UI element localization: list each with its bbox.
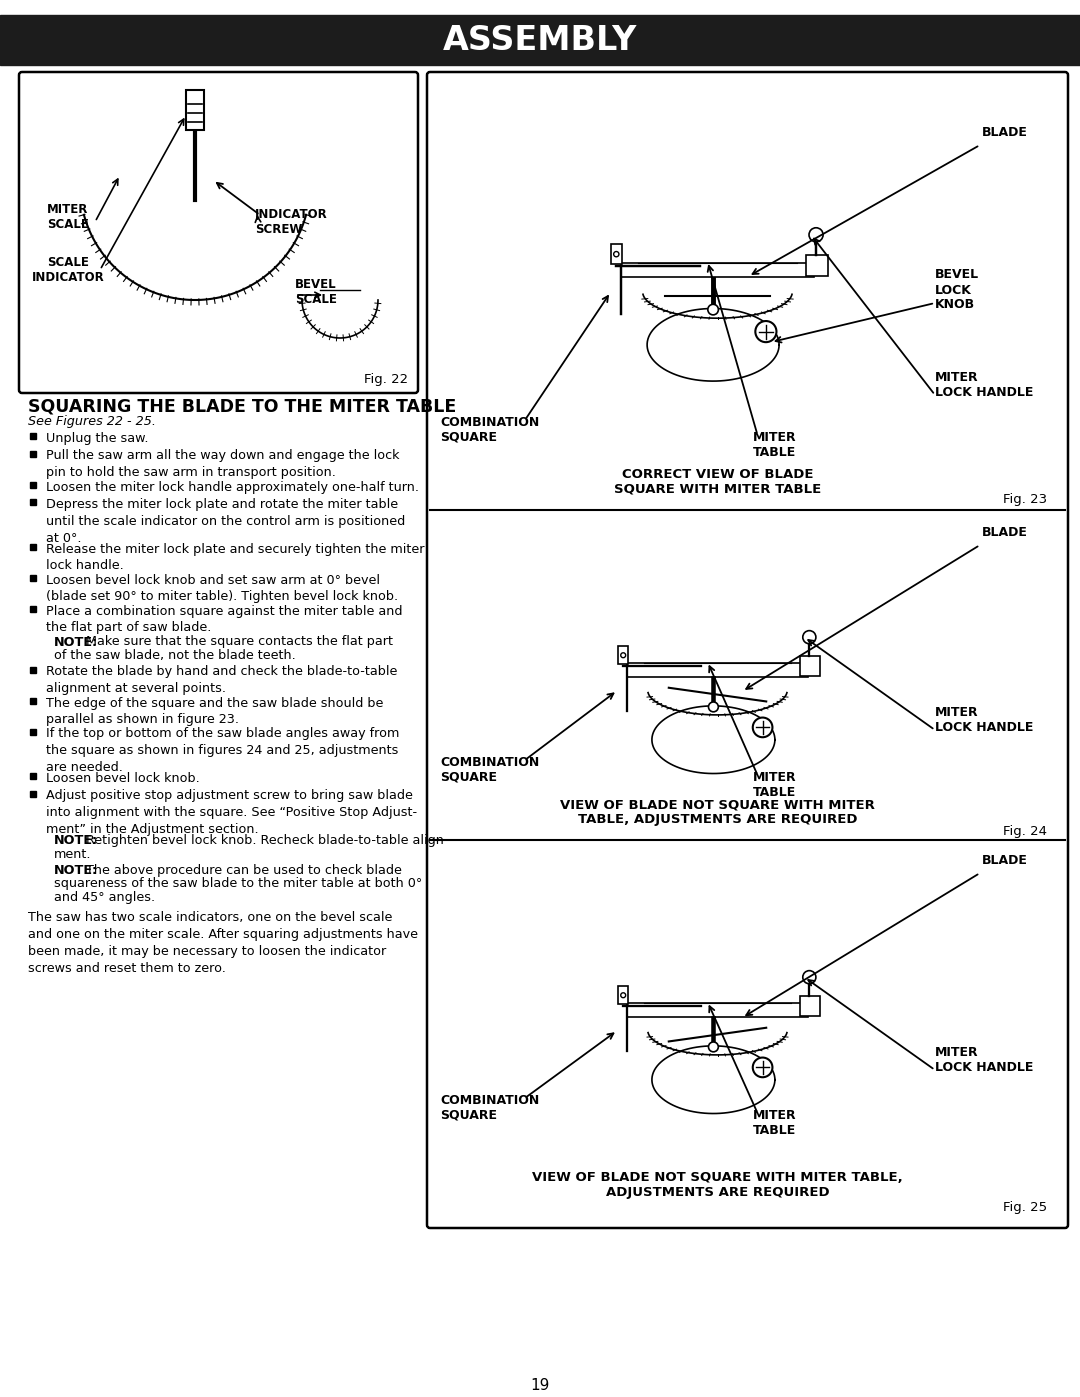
Bar [621, 263, 814, 277]
Text: SCALE
INDICATOR: SCALE INDICATOR [31, 256, 105, 284]
Text: squareness of the saw blade to the miter table at both 0°: squareness of the saw blade to the miter… [54, 877, 422, 890]
Text: See Figures 22 - 25.: See Figures 22 - 25. [28, 415, 156, 427]
Text: ASSEMBLY: ASSEMBLY [443, 24, 637, 56]
Text: Unplug the saw.: Unplug the saw. [46, 432, 149, 446]
Text: COMBINATION
SQUARE: COMBINATION SQUARE [440, 1094, 539, 1122]
Circle shape [753, 718, 772, 738]
Circle shape [707, 305, 718, 314]
Bar [30, 666, 36, 672]
Text: BLADE: BLADE [982, 854, 1028, 866]
Bar [627, 1003, 808, 1017]
Text: Rotate the blade by hand and check the blade-to-table
alignment at several point: Rotate the blade by hand and check the b… [46, 665, 397, 696]
FancyBboxPatch shape [427, 73, 1068, 1228]
Text: Fig. 23: Fig. 23 [1003, 493, 1047, 506]
Text: CORRECT VIEW OF BLADE
SQUARE WITH MITER TABLE: CORRECT VIEW OF BLADE SQUARE WITH MITER … [613, 468, 821, 496]
Bar [30, 482, 36, 488]
Circle shape [621, 652, 625, 658]
Bar [30, 433, 36, 439]
Text: 19: 19 [530, 1377, 550, 1393]
Text: If the top or bottom of the saw blade angles away from
the square as shown in fi: If the top or bottom of the saw blade an… [46, 728, 400, 774]
Text: Fig. 24: Fig. 24 [1003, 824, 1047, 837]
Bar [30, 605, 36, 612]
Text: MITER
LOCK HANDLE: MITER LOCK HANDLE [935, 1046, 1034, 1074]
Bar [799, 657, 820, 676]
Text: VIEW OF BLADE NOT SQUARE WITH MITER
TABLE, ADJUSTMENTS ARE REQUIRED: VIEW OF BLADE NOT SQUARE WITH MITER TABL… [561, 798, 875, 826]
Text: The above procedure can be used to check blade: The above procedure can be used to check… [81, 863, 402, 877]
Bar [611, 244, 622, 264]
Text: MITER
LOCK HANDLE: MITER LOCK HANDLE [935, 705, 1034, 733]
Circle shape [802, 630, 815, 644]
Text: Fig. 22: Fig. 22 [364, 373, 408, 387]
Bar [618, 986, 629, 1004]
Text: Retighten bevel lock knob. Recheck blade-to-table align-: Retighten bevel lock knob. Recheck blade… [81, 834, 448, 847]
Text: COMBINATION
SQUARE: COMBINATION SQUARE [440, 756, 539, 784]
Text: BEVEL
LOCK
KNOB: BEVEL LOCK KNOB [935, 268, 980, 312]
Text: Loosen the miter lock handle approximately one-half turn.: Loosen the miter lock handle approximate… [46, 481, 419, 493]
Text: MITER
TABLE: MITER TABLE [753, 771, 796, 799]
Text: MITER
SCALE: MITER SCALE [48, 203, 89, 231]
Bar [627, 664, 808, 676]
Bar [30, 450, 36, 457]
Text: and 45° angles.: and 45° angles. [54, 891, 156, 904]
Bar [30, 773, 36, 780]
Text: The edge of the square and the saw blade should be
parallel as shown in figure 2: The edge of the square and the saw blade… [46, 697, 383, 726]
Text: Loosen bevel lock knob.: Loosen bevel lock knob. [46, 773, 200, 785]
Text: Place a combination square against the miter table and
the flat part of saw blad: Place a combination square against the m… [46, 605, 403, 634]
Bar [0, 15, 1080, 66]
Bar [806, 256, 827, 277]
Bar [799, 996, 820, 1016]
Circle shape [809, 228, 823, 242]
Circle shape [621, 993, 625, 997]
Text: INDICATOR
SCREW: INDICATOR SCREW [255, 208, 327, 236]
Text: of the saw blade, not the blade teeth.: of the saw blade, not the blade teeth. [54, 650, 296, 662]
Bar [186, 89, 204, 130]
Text: Release the miter lock plate and securely tighten the miter
lock handle.: Release the miter lock plate and securel… [46, 542, 424, 573]
Bar [30, 499, 36, 504]
FancyBboxPatch shape [19, 73, 418, 393]
Bar [30, 697, 36, 704]
Circle shape [613, 251, 619, 257]
Text: BLADE: BLADE [982, 127, 1028, 140]
Text: MITER
TABLE: MITER TABLE [753, 1109, 796, 1137]
Text: MITER
LOCK HANDLE: MITER LOCK HANDLE [935, 372, 1034, 400]
Circle shape [708, 1042, 718, 1052]
Circle shape [802, 971, 815, 983]
Text: BEVEL
SCALE: BEVEL SCALE [295, 278, 337, 306]
Bar [30, 574, 36, 581]
Text: SQUARING THE BLADE TO THE MITER TABLE: SQUARING THE BLADE TO THE MITER TABLE [28, 398, 456, 416]
Bar [30, 728, 36, 735]
Text: NOTE:: NOTE: [54, 863, 98, 877]
Text: ment.: ment. [54, 848, 92, 861]
Text: The saw has two scale indicators, one on the bevel scale
and one on the miter sc: The saw has two scale indicators, one on… [28, 911, 418, 975]
Circle shape [755, 321, 777, 342]
Text: MITER
TABLE: MITER TABLE [753, 432, 796, 460]
Bar [30, 791, 36, 796]
Circle shape [708, 701, 718, 712]
Bar [30, 543, 36, 549]
Text: Pull the saw arm all the way down and engage the lock
pin to hold the saw arm in: Pull the saw arm all the way down and en… [46, 450, 400, 479]
Text: NOTE:: NOTE: [54, 834, 98, 847]
Circle shape [753, 1058, 772, 1077]
Text: Fig. 25: Fig. 25 [1003, 1201, 1047, 1214]
Text: NOTE:: NOTE: [54, 636, 98, 648]
Bar [618, 647, 629, 664]
Text: Depress the miter lock plate and rotate the miter table
until the scale indicato: Depress the miter lock plate and rotate … [46, 497, 405, 545]
Text: BLADE: BLADE [982, 525, 1028, 538]
Text: Make sure that the square contacts the flat part: Make sure that the square contacts the f… [81, 636, 392, 648]
Text: COMBINATION
SQUARE: COMBINATION SQUARE [440, 416, 539, 444]
Text: Adjust positive stop adjustment screw to bring saw blade
into alignment with the: Adjust positive stop adjustment screw to… [46, 789, 417, 835]
Text: VIEW OF BLADE NOT SQUARE WITH MITER TABLE,
ADJUSTMENTS ARE REQUIRED: VIEW OF BLADE NOT SQUARE WITH MITER TABL… [532, 1171, 903, 1199]
Text: Loosen bevel lock knob and set saw arm at 0° bevel
(blade set 90° to miter table: Loosen bevel lock knob and set saw arm a… [46, 574, 399, 604]
